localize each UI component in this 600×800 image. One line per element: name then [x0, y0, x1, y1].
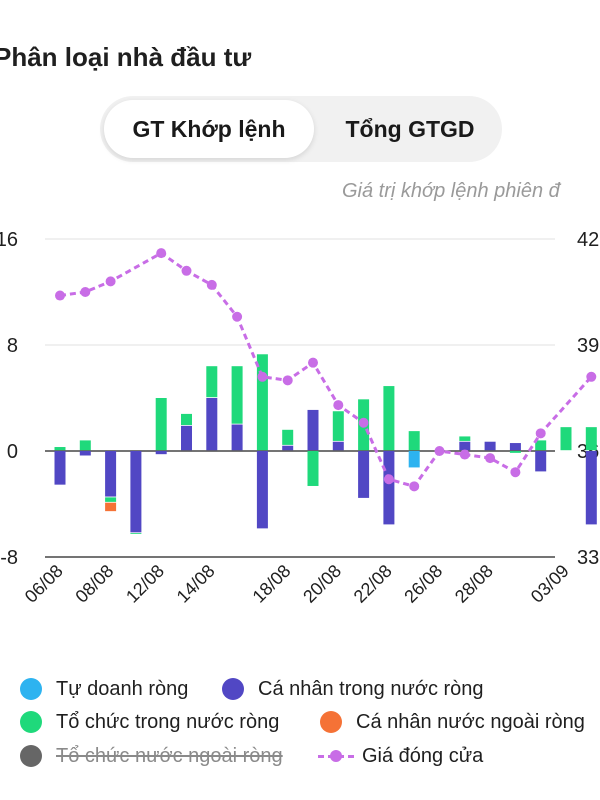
legend-label: Tổ chức nước ngoài ròng — [56, 745, 283, 767]
bar-to_chuc_trong_nuoc — [509, 451, 521, 453]
bar-to_chuc_trong_nuoc — [231, 366, 243, 424]
x-tick-label: 22/08 — [350, 561, 396, 607]
bar-ca_nhan_trong_nuoc — [535, 451, 547, 472]
price-point — [257, 371, 268, 382]
bar-ca_nhan_trong_nuoc — [130, 451, 142, 533]
price-point — [80, 287, 91, 297]
price-point — [181, 265, 192, 276]
bar-to_chuc_trong_nuoc — [256, 354, 268, 451]
bar-ca_nhan_trong_nuoc — [155, 451, 167, 455]
bar-to_chuc_trong_nuoc — [585, 427, 597, 451]
y-tick-left: -8 — [0, 547, 18, 569]
circle-icon — [20, 711, 42, 733]
price-point — [535, 428, 546, 439]
x-tick-label: 26/08 — [400, 561, 446, 607]
price-point — [485, 453, 496, 464]
bar-to_chuc_trong_nuoc — [383, 386, 395, 451]
circle-icon — [20, 745, 42, 767]
price-point — [105, 276, 116, 287]
legend-label: Giá đóng cửa — [362, 745, 484, 767]
bar-to_chuc_trong_nuoc — [307, 451, 319, 486]
y-tick-left: 16 — [0, 229, 18, 251]
bar-to_chuc_trong_nuoc — [130, 533, 142, 534]
price-point — [333, 400, 344, 411]
bar-ca_nhan_trong_nuoc — [206, 398, 218, 451]
bar-to_chuc_trong_nuoc — [79, 440, 91, 451]
price-point — [206, 279, 217, 290]
bar-ca_nhan_trong_nuoc — [509, 443, 521, 451]
bar-tu_doanh — [408, 451, 420, 468]
bar-to_chuc_trong_nuoc — [105, 497, 117, 502]
price-point — [459, 449, 470, 460]
bar-ca_nhan_trong_nuoc — [383, 451, 395, 525]
price-point — [308, 357, 318, 368]
bar-ca_nhan_trong_nuoc — [332, 441, 344, 451]
y-tick-right: 42 — [577, 229, 599, 251]
bar-ca_nhan_trong_nuoc — [231, 424, 243, 451]
legend-label: Cá nhân nước ngoài ròng — [356, 711, 585, 733]
bar-to_chuc_trong_nuoc — [459, 436, 471, 441]
bar-ca_nhan_trong_nuoc — [256, 451, 268, 529]
y-tick-left: 8 — [7, 335, 18, 357]
price-point — [156, 248, 167, 259]
price-point — [586, 371, 597, 382]
y-tick-right: 33 — [577, 547, 599, 569]
x-tick-label: 03/09 — [527, 561, 573, 607]
bar-ca_nhan_trong_nuoc — [585, 451, 597, 525]
circle-icon — [222, 678, 244, 700]
bar-to_chuc_trong_nuoc — [282, 429, 294, 445]
tab-tong-gtgd[interactable]: Tổng GTGD — [345, 116, 475, 142]
price-point — [409, 481, 420, 492]
x-tick-label: 14/08 — [173, 561, 219, 607]
circle-icon — [320, 711, 342, 733]
price-point — [383, 474, 394, 485]
value-type-toggle: GT Khớp lệnh Tổng GTGD — [100, 96, 502, 162]
bar-ca_nhan_trong_nuoc — [459, 441, 471, 451]
price-point — [358, 417, 369, 428]
x-tick-label: 20/08 — [299, 561, 345, 607]
bar-ca_nhan_trong_nuoc — [181, 425, 192, 451]
price-point — [232, 311, 243, 322]
bar-ca_nhan_trong_nuoc — [282, 445, 294, 451]
bar-to_chuc_trong_nuoc — [181, 413, 192, 426]
bar-to_chuc_trong_nuoc — [560, 427, 572, 451]
bar-to_chuc_trong_nuoc — [54, 447, 66, 451]
price-point — [510, 467, 521, 478]
bar-to_chuc_trong_nuoc — [206, 366, 218, 398]
price-point — [282, 375, 293, 386]
bar-ca_nhan_trong_nuoc — [358, 451, 370, 498]
x-tick-label: 18/08 — [249, 561, 295, 607]
price-point — [55, 290, 65, 301]
x-tick-label: 08/08 — [71, 561, 117, 607]
y-tick-left: 0 — [7, 441, 18, 463]
x-tick-label: 12/08 — [122, 561, 168, 607]
investor-chart: -808163336394206/0808/0812/0814/0818/082… — [0, 229, 599, 607]
legend-label: Tự doanh ròng — [56, 678, 189, 700]
circle-icon — [20, 678, 42, 700]
bar-ca_nhan_trong_nuoc — [79, 451, 91, 456]
bar-ca_nhan_trong_nuoc — [54, 451, 66, 485]
page-title: Phân loại nhà đầu tư — [0, 42, 252, 72]
bar-ca_nhan_trong_nuoc — [105, 451, 117, 497]
bar-to_chuc_trong_nuoc — [332, 411, 344, 441]
bar-ca_nhan_nuoc_ngoai — [105, 502, 117, 512]
bar-to_chuc_trong_nuoc — [408, 431, 420, 451]
x-tick-label: 06/08 — [21, 561, 67, 607]
tab-gt-khop-lenh[interactable]: GT Khớp lệnh — [104, 100, 314, 158]
x-tick-label: 28/08 — [451, 561, 497, 607]
bar-ca_nhan_trong_nuoc — [307, 409, 319, 451]
bar-to_chuc_trong_nuoc — [155, 398, 167, 451]
bar-to_chuc_trong_nuoc — [535, 440, 547, 451]
legend-label: Cá nhân trong nước ròng — [258, 678, 484, 700]
legend-label: Tổ chức trong nước ròng — [56, 711, 280, 733]
line-dot-icon — [330, 750, 342, 762]
chart-subtitle: Giá trị khớp lệnh phiên đ — [342, 180, 560, 202]
price-point — [434, 446, 445, 456]
y-tick-right: 39 — [577, 335, 599, 357]
bar-ca_nhan_trong_nuoc — [484, 441, 496, 451]
